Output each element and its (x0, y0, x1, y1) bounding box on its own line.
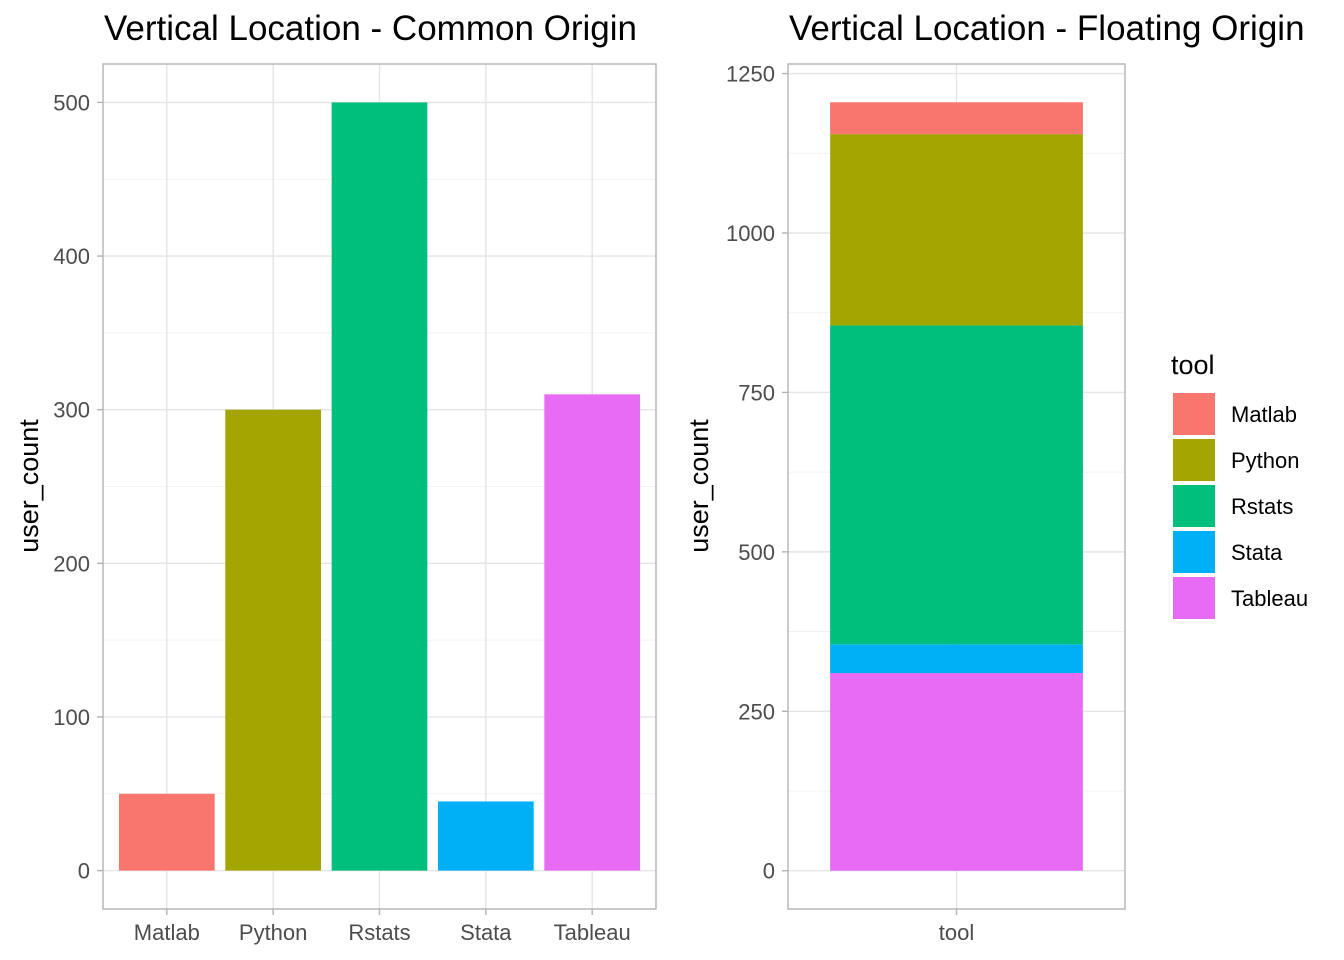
left-bars (118, 102, 641, 871)
x-tick-label: Stata (460, 920, 512, 945)
legend-label: Matlab (1231, 402, 1297, 427)
right-y-axis-title: user_count (684, 419, 714, 553)
x-tick-label: tool (939, 920, 974, 945)
x-tick-label: Rstats (348, 920, 410, 945)
y-tick-label: 300 (53, 398, 90, 423)
legend-label: Rstats (1231, 494, 1293, 519)
y-tick-label: 0 (78, 859, 90, 884)
legend-label: Python (1231, 448, 1300, 473)
common-origin-panel: Vertical Location - Common Origin 0 100 20… (14, 9, 657, 945)
chart-title-left: Vertical Location - Common Origin (104, 9, 637, 48)
legend-swatch-tableau (1173, 577, 1215, 619)
legend-label: Stata (1231, 540, 1283, 565)
legend-items: Matlab Python Rstats Stata Tableau (1173, 393, 1308, 619)
legend-swatch-python (1173, 439, 1215, 481)
bar-python (225, 409, 322, 871)
x-tick-label: Python (239, 920, 308, 945)
stack-segment-tableau (830, 673, 1083, 871)
y-tick-label: 250 (738, 699, 775, 724)
stack-segment-python (830, 134, 1083, 326)
y-tick-label: 500 (738, 540, 775, 565)
x-tick-label: Matlab (134, 920, 200, 945)
left-x-axis: Matlab Python Rstats Stata Tableau (134, 909, 631, 945)
bar-matlab (118, 793, 215, 871)
legend-swatch-matlab (1173, 393, 1215, 435)
right-x-axis: tool (939, 909, 974, 945)
legend-label: Tableau (1231, 586, 1308, 611)
left-y-axis: 0 100 200 300 400 500 (53, 90, 103, 884)
y-tick-label: 400 (53, 244, 90, 269)
left-y-axis-title: user_count (14, 419, 44, 553)
legend-swatch-rstats (1173, 485, 1215, 527)
y-tick-label: 500 (53, 90, 90, 115)
y-tick-label: 0 (763, 859, 775, 884)
legend-swatch-stata (1173, 531, 1215, 573)
x-tick-label: Tableau (554, 920, 631, 945)
right-bars (830, 102, 1083, 871)
y-tick-label: 200 (53, 551, 90, 576)
stack-segment-stata (830, 644, 1083, 674)
stack-segment-matlab (830, 102, 1083, 135)
stack-segment-rstats (830, 325, 1083, 645)
chart-title-right: Vertical Location - Floating Origin (789, 9, 1305, 48)
floating-origin-panel: Vertical Location - Floating Origin 0 250… (684, 9, 1305, 945)
y-tick-label: 750 (738, 380, 775, 405)
bar-rstats (331, 102, 428, 871)
legend: tool Matlab Python Rstats Stata Tableau (1171, 350, 1308, 619)
legend-title: tool (1171, 350, 1215, 380)
bar-tableau (544, 394, 641, 871)
bar-stata (437, 801, 534, 871)
y-tick-label: 1000 (726, 221, 775, 246)
right-y-axis: 0 250 500 750 1000 1250 (726, 62, 788, 884)
y-tick-label: 100 (53, 705, 90, 730)
y-tick-label: 1250 (726, 62, 775, 87)
